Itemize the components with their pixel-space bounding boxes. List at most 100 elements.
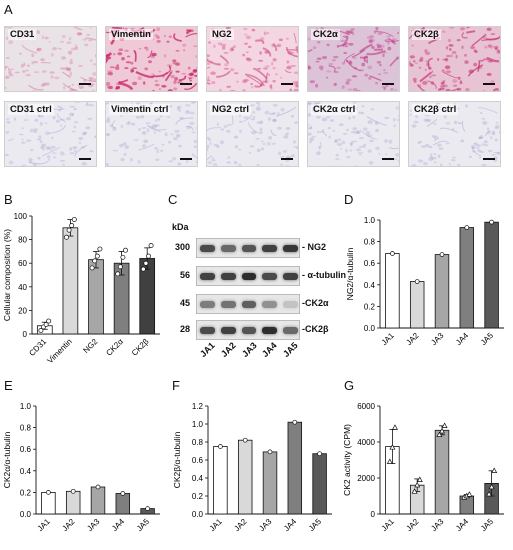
cell-nucleus xyxy=(348,60,352,64)
tissue-fiber xyxy=(207,127,221,131)
bar-ja5 xyxy=(312,453,327,515)
cell-nucleus xyxy=(443,166,446,167)
x-tick-label-ja3: JA3 xyxy=(429,517,446,534)
cell-nucleus xyxy=(168,160,173,163)
cell-nucleus xyxy=(233,135,239,139)
cell-nucleus xyxy=(189,121,195,125)
y-tick-label: 0 xyxy=(371,510,376,519)
cell-nucleus xyxy=(487,44,492,48)
cell-nucleus xyxy=(137,159,141,164)
cell-nucleus xyxy=(84,43,89,47)
cell-nucleus xyxy=(74,46,79,50)
tissue-fiber xyxy=(57,47,63,50)
tissue-fiber xyxy=(85,37,96,41)
y-tick-label: 1.2 xyxy=(192,402,204,411)
cell-nucleus xyxy=(409,61,411,64)
cell-nucleus xyxy=(82,131,86,136)
tissue-fiber xyxy=(52,108,65,110)
x-tick-label-ja2: JA2 xyxy=(60,517,77,534)
cell-nucleus xyxy=(85,103,90,107)
cell-nucleus xyxy=(176,106,180,111)
tissue-fiber xyxy=(21,44,38,54)
cell-nucleus xyxy=(336,67,341,69)
band xyxy=(283,327,298,334)
data-point xyxy=(486,490,492,497)
tissue-fiber xyxy=(173,33,182,42)
cell-nucleus xyxy=(89,83,96,86)
cell-nucleus xyxy=(89,78,93,82)
ihc-image-vimentin-ctrl: Vimentin ctrl xyxy=(105,101,198,167)
cell-nucleus xyxy=(243,33,248,36)
cell-nucleus xyxy=(417,159,424,163)
cell-nucleus xyxy=(457,76,461,80)
cell-nucleus xyxy=(233,160,238,165)
cell-nucleus xyxy=(380,44,385,48)
cell-nucleus xyxy=(66,117,71,121)
cell-nucleus xyxy=(5,27,8,29)
cell-nucleus xyxy=(156,35,160,39)
scale-bar xyxy=(483,83,495,85)
data-point xyxy=(46,490,51,495)
data-point xyxy=(89,265,95,271)
cell-nucleus xyxy=(446,55,451,57)
cell-nucleus xyxy=(375,82,379,85)
cell-nucleus xyxy=(207,147,209,152)
cell-nucleus xyxy=(262,80,266,83)
cell-nucleus xyxy=(280,76,283,79)
cell-nucleus xyxy=(376,44,382,49)
data-point xyxy=(489,219,494,225)
cell-nucleus xyxy=(494,45,499,50)
cell-nucleus xyxy=(321,55,328,60)
cell-nucleus xyxy=(489,44,494,49)
x-tick-label-ja4: JA4 xyxy=(282,517,299,534)
x-tick-label-ja3: JA3 xyxy=(429,331,446,348)
cell-nucleus xyxy=(69,152,75,155)
cell-nucleus xyxy=(465,88,470,91)
cell-nucleus xyxy=(316,130,320,134)
cell-nucleus xyxy=(52,116,56,120)
tissue-fiber xyxy=(384,40,399,43)
cell-nucleus xyxy=(425,51,431,56)
cell-nucleus xyxy=(107,117,110,120)
cell-nucleus xyxy=(345,148,348,153)
cell-nucleus xyxy=(369,35,374,39)
cell-nucleus xyxy=(156,149,160,154)
protein-label-ck2: -CK2β xyxy=(302,324,329,334)
cell-nucleus xyxy=(433,153,437,155)
data-point xyxy=(267,449,273,455)
cell-nucleus xyxy=(390,87,394,91)
tissue-fiber xyxy=(61,71,71,79)
cell-nucleus xyxy=(275,73,278,76)
cell-nucleus xyxy=(190,102,196,104)
cell-nucleus xyxy=(7,27,13,29)
tissue-texture xyxy=(207,27,298,91)
cell-nucleus xyxy=(318,65,324,70)
cell-nucleus xyxy=(172,157,176,161)
cell-nucleus xyxy=(41,70,47,73)
cell-nucleus xyxy=(36,48,40,52)
tissue-fiber xyxy=(329,165,331,166)
tissue-fiber xyxy=(28,84,44,91)
tissue-fiber xyxy=(388,146,399,150)
tissue-fiber xyxy=(147,125,161,133)
tissue-fiber xyxy=(276,106,297,117)
cell-nucleus xyxy=(107,71,113,76)
cell-nucleus xyxy=(118,48,124,51)
data-point xyxy=(64,234,69,240)
panel-letter-f: F xyxy=(172,378,180,393)
tissue-fiber xyxy=(285,47,298,58)
cell-nucleus xyxy=(286,60,290,64)
cell-nucleus xyxy=(59,159,65,162)
y-tick-label: 1.0 xyxy=(20,402,32,411)
cell-nucleus xyxy=(326,70,332,73)
cell-nucleus xyxy=(152,89,155,91)
cell-nucleus xyxy=(167,89,173,91)
band xyxy=(200,245,215,252)
scale-bar xyxy=(281,158,293,160)
cell-nucleus xyxy=(267,117,272,121)
cell-nucleus xyxy=(120,124,123,129)
tissue-fiber xyxy=(484,130,492,137)
tissue-fiber xyxy=(284,69,292,73)
tissue-fiber xyxy=(246,75,263,87)
scale-bar xyxy=(483,158,495,160)
